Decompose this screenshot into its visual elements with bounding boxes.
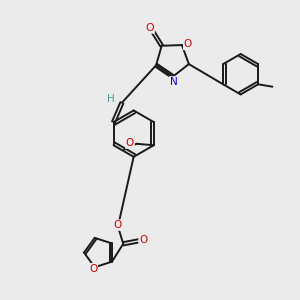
Text: O: O — [146, 23, 154, 33]
Text: O: O — [126, 138, 134, 148]
Text: O: O — [113, 220, 122, 230]
Text: O: O — [139, 235, 147, 245]
Text: O: O — [89, 264, 97, 274]
Text: H: H — [107, 94, 115, 104]
Text: N: N — [169, 77, 177, 87]
Text: O: O — [184, 40, 192, 50]
